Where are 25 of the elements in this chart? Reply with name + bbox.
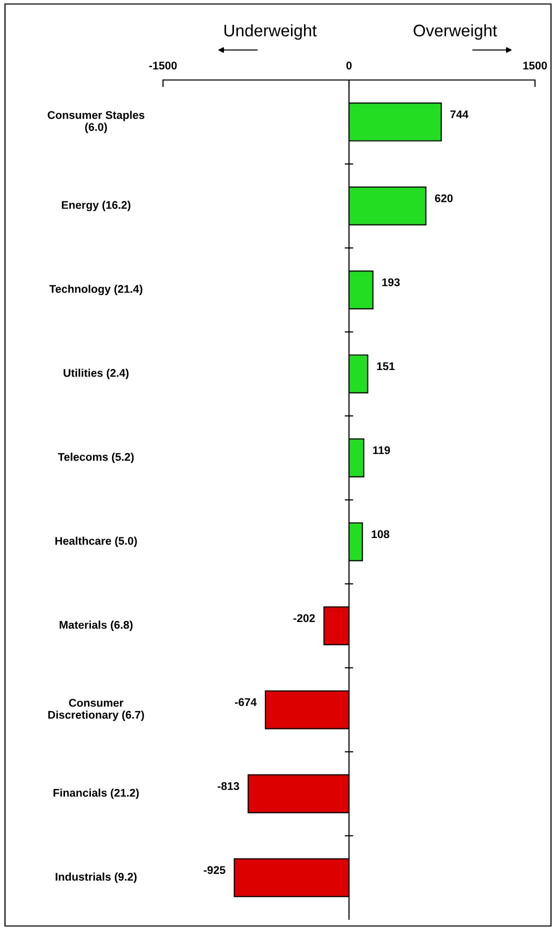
y-tick-label: Technology (21.4) — [49, 284, 142, 296]
data-label: -674 — [234, 698, 257, 706]
data-label: 108 — [372, 530, 390, 538]
data-label: -925 — [204, 866, 226, 874]
x-tick-label: 1500 — [523, 62, 547, 70]
y-tick-label: Healthcare (5.0) — [55, 536, 137, 548]
data-label: 620 — [434, 194, 453, 202]
data-label: 119 — [373, 446, 390, 454]
data-label: 744 — [450, 110, 468, 118]
y-tick-label: Telecoms (5.2) — [58, 452, 134, 464]
y-tick-label: Consumer Discretionary (6.7) — [48, 698, 144, 721]
y-tick-label: Energy (16.2) — [62, 200, 130, 212]
text: Overweight — [414, 24, 498, 40]
y-tick-label: Industrials (9.2) — [56, 872, 137, 883]
data-label: -813 — [218, 782, 240, 790]
y-tick-label: Materials (6.8) — [60, 620, 133, 631]
y-tick-label: Consumer Staples (6.0) — [48, 110, 144, 134]
data-label: 151 — [377, 362, 395, 370]
y-tick-label: Financials (21.2) — [54, 788, 139, 799]
data-label: -202 — [293, 614, 315, 622]
text: Underweight — [224, 24, 317, 40]
y-tick-label: Utilities (2.4) — [64, 368, 129, 380]
x-tick-label: 0 — [346, 62, 352, 70]
x-tick-label: -1500 — [149, 62, 177, 70]
data-label: 193 — [382, 278, 400, 286]
